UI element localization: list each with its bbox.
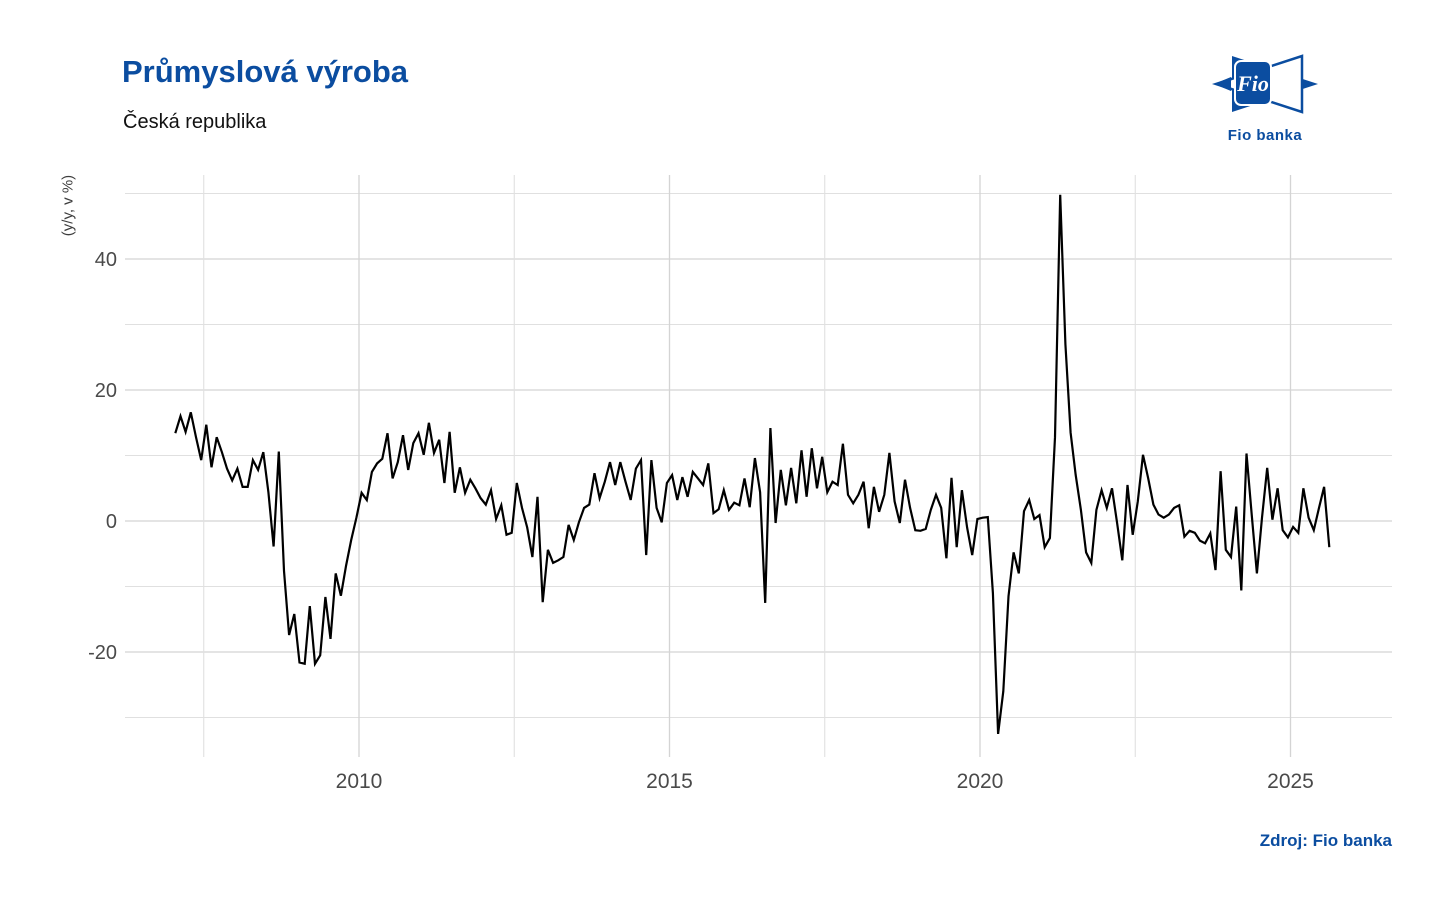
data-line-industrial-production: [174, 194, 1331, 735]
fio-logo-left-tip: [1214, 77, 1231, 91]
y-tick-label: 0: [106, 511, 117, 533]
page-subtitle: Česká republika: [123, 111, 267, 133]
x-tick-label: 2020: [957, 770, 1004, 793]
y-tick-label: 20: [95, 380, 117, 402]
y-tick-label: 40: [95, 249, 117, 271]
x-tick-label: 2010: [336, 770, 383, 793]
x-tick-label: 2025: [1267, 770, 1314, 793]
fio-logo-box: [1234, 60, 1272, 106]
x-tick-label: 2015: [646, 770, 693, 793]
fio-logo-box-text: Fio: [1236, 71, 1269, 96]
source-label: Zdroj: Fio banka: [1259, 831, 1392, 850]
fio-logo-caption: Fio banka: [1227, 127, 1303, 144]
fio-logo: Fio Fio banka: [1206, 52, 1324, 144]
fio-logo-icon: Fio: [1211, 54, 1318, 114]
y-tick-label: -20: [88, 642, 117, 664]
page-title: Průmyslová výroba: [122, 54, 409, 89]
